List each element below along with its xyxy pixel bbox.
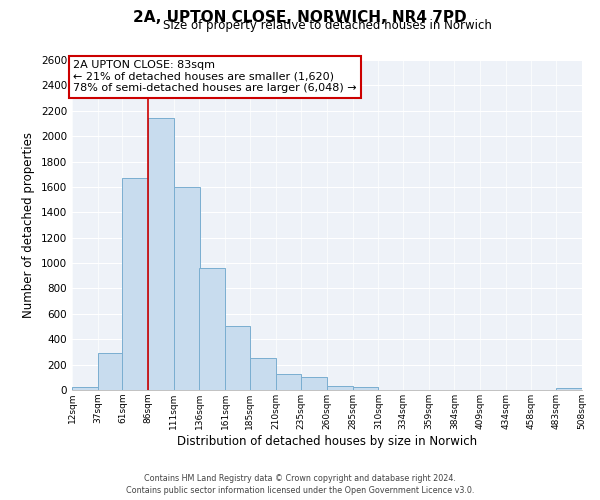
Bar (122, 178, 148, 390)
Bar (199, 268, 225, 390)
Bar (327, 386, 353, 390)
Bar (98, 352, 122, 390)
Bar (72, 388, 98, 390)
Bar (250, 358, 275, 390)
Text: 2A UPTON CLOSE: 83sqm
← 21% of detached houses are smaller (1,620)
78% of semi-d: 2A UPTON CLOSE: 83sqm ← 21% of detached … (73, 60, 356, 94)
Title: Size of property relative to detached houses in Norwich: Size of property relative to detached ho… (163, 20, 491, 32)
Text: Contains HM Land Registry data © Crown copyright and database right 2024.
Contai: Contains HM Land Registry data © Crown c… (126, 474, 474, 495)
Bar (301, 378, 327, 390)
Y-axis label: Number of detached properties: Number of detached properties (22, 132, 35, 318)
Bar (148, 118, 174, 390)
Text: 2A, UPTON CLOSE, NORWICH, NR4 7PD: 2A, UPTON CLOSE, NORWICH, NR4 7PD (133, 10, 467, 25)
Bar (353, 387, 379, 390)
Bar (275, 374, 301, 390)
X-axis label: Distribution of detached houses by size in Norwich: Distribution of detached houses by size … (177, 434, 477, 448)
Bar (225, 326, 250, 390)
Bar (174, 187, 199, 390)
Bar (556, 388, 582, 390)
